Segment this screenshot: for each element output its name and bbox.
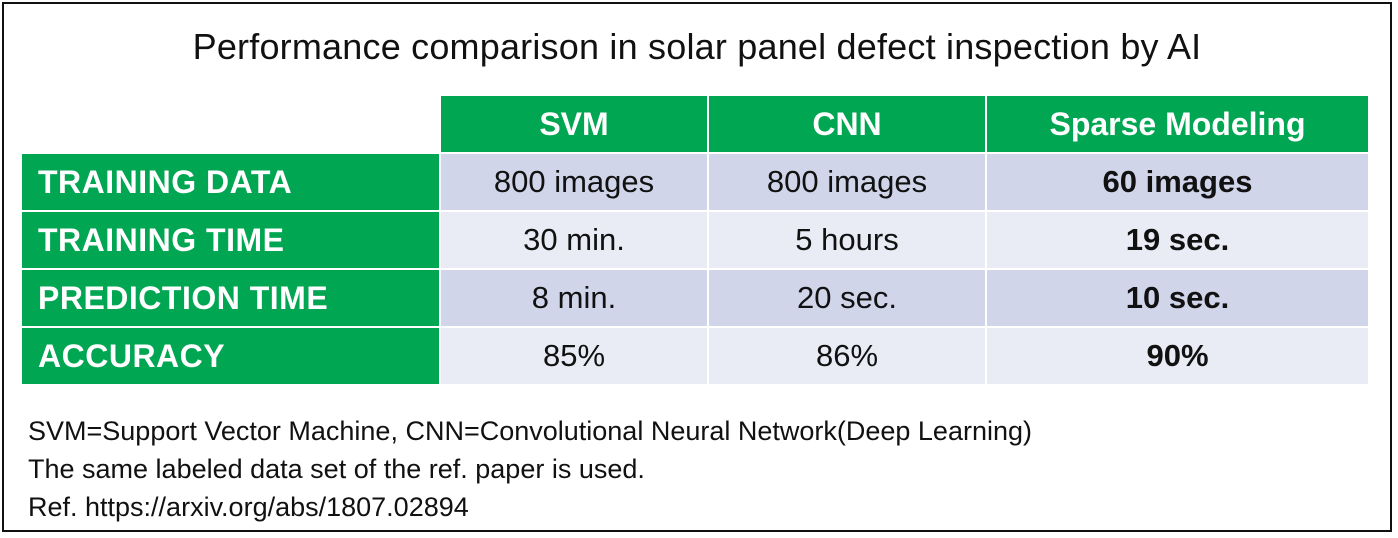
- table-cell: 800 images: [441, 154, 707, 210]
- table-cell: 85%: [441, 328, 707, 384]
- table-corner-blank: [22, 96, 439, 152]
- comparison-table: SVM CNN Sparse Modeling TRAINING DATA 80…: [22, 96, 1368, 384]
- table-cell: 86%: [709, 328, 985, 384]
- table-cell: 800 images: [709, 154, 985, 210]
- table-cell: 30 min.: [441, 212, 707, 268]
- table-cell: 5 hours: [709, 212, 985, 268]
- row-header-training-time: TRAINING TIME: [22, 212, 439, 268]
- footnote-abbreviations: SVM=Support Vector Machine, CNN=Convolut…: [28, 416, 1032, 446]
- table-cell: 20 sec.: [709, 270, 985, 326]
- table-cell-highlight: 19 sec.: [987, 212, 1368, 268]
- chart-title: Performance comparison in solar panel de…: [192, 26, 1202, 67]
- table-cell-highlight: 90%: [987, 328, 1368, 384]
- figure-frame: Performance comparison in solar panel de…: [2, 2, 1392, 532]
- table-cell-highlight: 60 images: [987, 154, 1368, 210]
- column-header-cnn: CNN: [709, 96, 985, 152]
- footnote-dataset: The same labeled data set of the ref. pa…: [28, 454, 645, 484]
- row-header-prediction-time: PREDICTION TIME: [22, 270, 439, 326]
- table-cell: 8 min.: [441, 270, 707, 326]
- column-header-svm: SVM: [441, 96, 707, 152]
- footnote-reference: Ref. https://arxiv.org/abs/1807.02894: [28, 492, 469, 522]
- row-header-accuracy: ACCURACY: [22, 328, 439, 384]
- column-header-sparse-modeling: Sparse Modeling: [987, 96, 1368, 152]
- footnotes: SVM=Support Vector Machine, CNN=Convolut…: [28, 412, 1032, 526]
- row-header-training-data: TRAINING DATA: [22, 154, 439, 210]
- table-cell-highlight: 10 sec.: [987, 270, 1368, 326]
